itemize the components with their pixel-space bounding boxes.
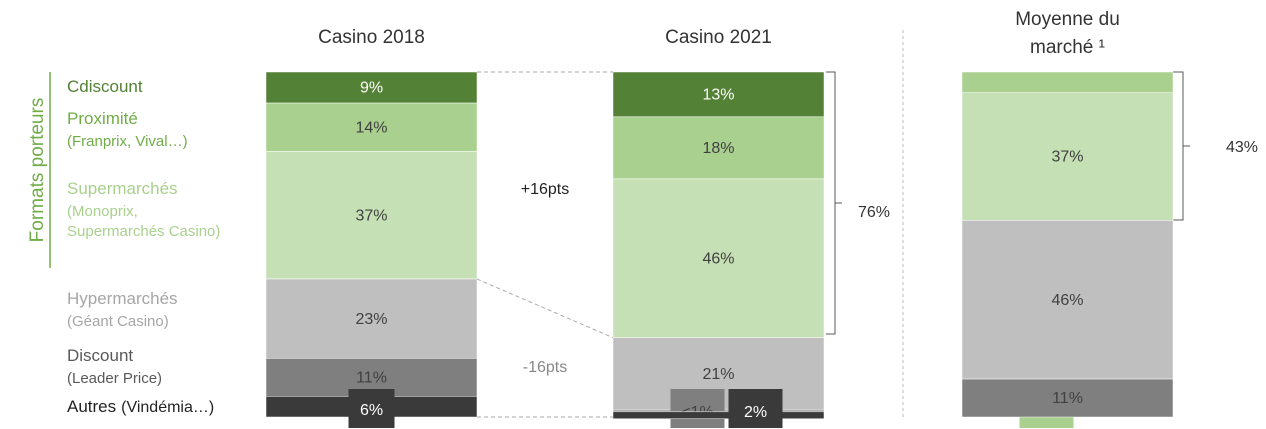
bar-segment (265, 102, 478, 152)
legend-label: Hypermarchés (67, 289, 178, 308)
legend-label: Proximité (67, 109, 138, 128)
bar-segment (612, 71, 825, 118)
bar-segment (961, 220, 1174, 380)
bar-segment (612, 178, 825, 338)
legend-label: Autres (Vindémia…) (67, 397, 214, 416)
legend-name: Autres (67, 397, 116, 416)
label-box (728, 389, 783, 428)
legend-name: Hypermarchés (67, 289, 178, 308)
legend-label: Discount (67, 346, 133, 365)
legend-name: Supermarchés (67, 179, 178, 198)
value-label: 6% (360, 402, 383, 419)
category-label: Casino 2018 (318, 27, 425, 48)
bracket-label: 76% (858, 204, 890, 221)
value-label: 23% (355, 311, 387, 328)
bar-segment (961, 378, 1174, 418)
value-label: 21% (702, 366, 734, 383)
value-label: 18% (702, 140, 734, 157)
legend-label: Cdiscount (67, 77, 143, 96)
group-label: Formats porteurs (27, 98, 48, 243)
gain-label: +16pts (521, 181, 569, 198)
legend-name: Discount (67, 346, 133, 365)
value-label: 9% (360, 80, 383, 97)
legend-detail: (Leader Price) (67, 370, 162, 387)
legend-detail: (Monoprix, (67, 203, 138, 220)
bracket (826, 71, 836, 335)
category-label: Casino 2021 (665, 27, 772, 48)
legend-detail: (Géant Casino) (67, 313, 169, 330)
bar-segment (961, 71, 1174, 93)
bracket (1173, 71, 1184, 221)
value-label: 46% (702, 251, 734, 268)
value-label: 46% (1051, 292, 1083, 309)
loss-label: -16pts (523, 359, 567, 376)
value-label: 11% (1052, 390, 1083, 407)
bar-segment (265, 71, 478, 104)
bar-segment (265, 151, 478, 280)
bar-segment (265, 278, 478, 359)
value-label: 37% (355, 207, 387, 224)
value-label: 13% (702, 87, 734, 104)
bar-segment (612, 411, 825, 419)
value-label: 14% (355, 119, 387, 136)
legend-name: Cdiscount (67, 77, 143, 96)
legend-name: Proximité (67, 109, 138, 128)
category-label: Moyenne du marché ¹ (1015, 9, 1120, 58)
label-box (670, 389, 725, 428)
value-label: 2% (744, 404, 767, 421)
connector (476, 278, 614, 339)
legend-detail: (Vindémia…) (121, 399, 214, 416)
bar-segment (612, 116, 825, 180)
bar-segment (961, 92, 1174, 221)
label-box (348, 389, 395, 428)
value-label: 37% (1051, 149, 1083, 166)
legend-detail: (Franprix, Vival…) (67, 133, 188, 150)
bracket-label: 43% (1226, 139, 1258, 156)
legend-detail: Supermarchés Casino) (67, 223, 220, 240)
legend-label: Supermarchés (67, 179, 178, 198)
value-label: 11% (356, 370, 387, 387)
